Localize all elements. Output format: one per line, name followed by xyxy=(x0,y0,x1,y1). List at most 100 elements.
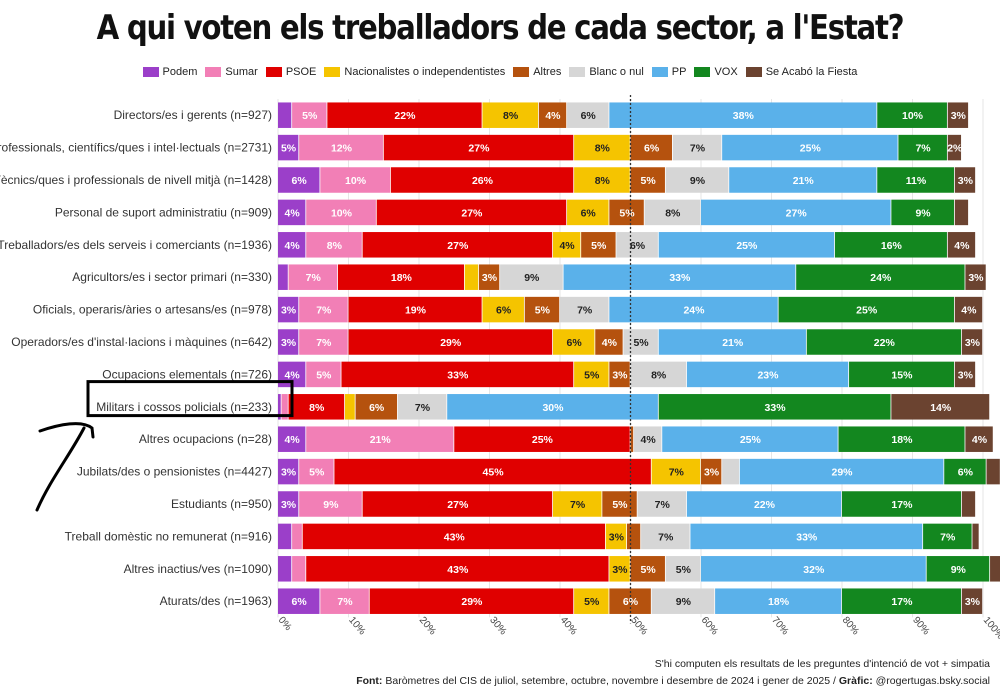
bar-row-12: Jubilats/des o pensionistes (n=4427) 3% 5%… xyxy=(77,458,1000,485)
bar-segment-psoe xyxy=(348,296,482,323)
category-label: Oficials, operaris/àries o artesans/es (… xyxy=(33,303,272,317)
bar-segment-sumar xyxy=(292,556,306,582)
data-label: 27% xyxy=(786,207,808,219)
category-label: Agricultors/es i sector primari (n=330) xyxy=(72,270,272,284)
bar-segment-blanc-o-nul xyxy=(634,426,662,452)
data-label: 29% xyxy=(831,467,853,479)
x-tick-label: 90% xyxy=(910,615,931,637)
bar-segment-pp xyxy=(739,458,944,485)
legend-swatch xyxy=(745,67,762,77)
x-tick-label: 30% xyxy=(487,615,508,637)
data-label: 3% xyxy=(612,369,628,381)
bar-segment-altres xyxy=(630,167,665,193)
data-label: 3% xyxy=(951,110,967,122)
bar-segment-nacionalistes-o-independentistes xyxy=(574,167,630,193)
x-tick-label: 80% xyxy=(840,615,861,637)
bar-row-2: Professionals, científics/ques i intel·l… xyxy=(0,134,963,161)
data-label: 12% xyxy=(331,143,353,155)
data-label: 29% xyxy=(461,596,483,608)
bar-segment-blanc-o-nul xyxy=(641,523,690,550)
data-label: 4% xyxy=(954,240,970,252)
data-label: 5% xyxy=(619,207,635,219)
data-label: 7% xyxy=(690,143,706,155)
bar-segment-pp xyxy=(722,134,898,161)
bar-segment-sumar xyxy=(288,264,338,290)
data-label: 8% xyxy=(595,143,611,155)
data-label: 5% xyxy=(612,499,628,511)
legend-label: PP xyxy=(671,66,687,78)
legend-item-se-acabo-la-fiesta: Se Acabó la Fiesta xyxy=(745,66,858,78)
bar-segment-sumar xyxy=(292,102,327,128)
data-label: 4% xyxy=(961,305,977,317)
legend-item-vox: VOX xyxy=(694,66,738,78)
bar-segment-psoe xyxy=(288,394,345,420)
bar-segment-podem xyxy=(278,232,306,258)
bar-segment-sumar xyxy=(299,458,334,485)
data-label: 14% xyxy=(930,402,952,414)
x-tick-label: 70% xyxy=(769,615,790,637)
data-label: 6% xyxy=(292,596,308,608)
bar-segment-se-acabo-la-fiesta xyxy=(947,232,976,258)
bar-segment-pp xyxy=(609,296,778,323)
data-label: 7% xyxy=(316,305,332,317)
data-label: 7% xyxy=(306,272,322,284)
data-label: 4% xyxy=(285,207,301,219)
bar-segment-nacionalistes-o-independentistes xyxy=(574,588,609,614)
legend-label: Se Acabó la Fiesta xyxy=(765,66,858,78)
stacked-bar-chart: Directors/es i gerents (n=927) 5% 22% 8% 4% 6… xyxy=(0,95,1000,642)
legend-item-blanc-o-nul: Blanc o nul xyxy=(569,66,644,78)
bar-segment-psoe xyxy=(383,134,574,161)
bar-segment-vox xyxy=(923,523,972,550)
bar-segment-nacionalistes-o-independentistes xyxy=(574,134,630,161)
data-label: 3% xyxy=(609,531,625,543)
bar-segment-pp xyxy=(715,588,842,614)
bar-segment-sumar xyxy=(299,296,348,323)
data-label: 9% xyxy=(676,596,692,608)
data-label: 6% xyxy=(623,596,639,608)
data-label: 17% xyxy=(891,499,913,511)
data-label: 3% xyxy=(281,305,297,317)
data-label: 3% xyxy=(482,272,498,284)
bar-segment-blanc-o-nul xyxy=(665,556,701,582)
category-label: Aturats/des (n=1963) xyxy=(160,594,272,608)
legend-label: PSOE xyxy=(285,66,317,78)
bar-segment-vox xyxy=(926,556,990,582)
bar-segment-podem xyxy=(278,394,281,420)
data-label: 4% xyxy=(972,434,988,446)
credit-label: Gràfic: xyxy=(838,675,873,687)
x-tick-label: 0% xyxy=(276,615,294,633)
category-label: Directors/es i gerents (n=927) xyxy=(114,108,272,122)
bar-segment-pp xyxy=(563,264,796,290)
bar-segment-psoe xyxy=(362,232,553,258)
bar-segment-pp xyxy=(729,167,877,193)
data-label: 22% xyxy=(754,499,776,511)
data-label: 6% xyxy=(567,337,583,349)
data-label: 6% xyxy=(581,110,597,122)
data-label: 19% xyxy=(405,305,427,317)
data-label: 33% xyxy=(796,531,818,543)
bar-segment-blanc-o-nul xyxy=(630,361,687,388)
x-tick-label: 50% xyxy=(628,615,649,637)
legend-item-podem: Podem xyxy=(142,66,197,78)
source-label: Font: xyxy=(356,675,383,687)
bar-segment-se-acabo-la-fiesta xyxy=(986,458,1000,485)
data-label: 3% xyxy=(281,337,297,349)
bar-segment-altres xyxy=(630,556,665,582)
footer-note: S'hi computen els resultats de les pregu… xyxy=(654,658,990,670)
data-label: 25% xyxy=(736,240,758,252)
data-label: 26% xyxy=(472,175,494,187)
x-tick-label: 100% xyxy=(981,615,1000,642)
bar-segment-nacionalistes-o-independentistes xyxy=(552,232,581,258)
data-label: 8% xyxy=(503,110,519,122)
legend-item-nacionalistes-o-independentistes: Nacionalistes o independentistes xyxy=(324,66,505,78)
chart-legend: Podem Sumar PSOE Nacionalistes o independen… xyxy=(0,66,1000,78)
data-label: 8% xyxy=(327,240,343,252)
bar-segment-sumar xyxy=(320,588,369,614)
bar-row-16: Aturats/des (n=1963) 6% 7% 29% 5% 6% 9% 18% 17% 3… xyxy=(160,588,983,614)
bar-segment-pp xyxy=(686,361,849,388)
bar-row-5: Treballadors/es dels serveis i comercian… xyxy=(0,232,976,258)
highlight-box xyxy=(86,380,294,418)
data-label: 9% xyxy=(690,175,706,187)
bar-segment-psoe xyxy=(376,199,567,226)
bar-segment-se-acabo-la-fiesta xyxy=(965,264,986,290)
